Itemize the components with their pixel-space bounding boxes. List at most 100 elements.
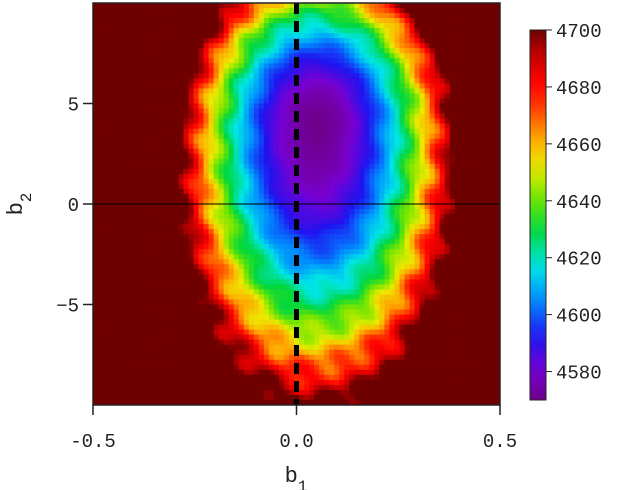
heatmap-cell bbox=[263, 264, 270, 270]
heatmap-cell bbox=[233, 309, 240, 316]
heatmap-cell bbox=[138, 259, 144, 265]
heatmap-cell bbox=[293, 88, 300, 95]
heatmap-cell bbox=[123, 123, 129, 130]
heatmap-cell bbox=[153, 3, 159, 9]
heatmap-cell bbox=[278, 163, 285, 170]
heatmap-cell bbox=[404, 193, 411, 200]
heatmap-cell bbox=[349, 53, 355, 59]
heatmap-cell bbox=[359, 18, 365, 24]
heatmap-cell bbox=[364, 3, 370, 9]
heatmap-cell bbox=[103, 83, 109, 90]
heatmap-cell bbox=[208, 188, 215, 195]
heatmap-cell bbox=[288, 88, 295, 95]
heatmap-cell bbox=[258, 173, 265, 180]
heatmap-cell bbox=[228, 153, 235, 160]
heatmap-cell bbox=[173, 113, 180, 120]
heatmap-cell bbox=[193, 224, 200, 230]
heatmap-cell bbox=[429, 204, 436, 210]
heatmap-cell bbox=[133, 48, 139, 54]
heatmap-cell bbox=[414, 18, 421, 24]
heatmap-cell bbox=[243, 204, 250, 210]
heatmap-cell bbox=[494, 274, 500, 280]
heatmap-cell bbox=[193, 93, 200, 100]
heatmap-cell bbox=[384, 68, 391, 74]
heatmap-cell bbox=[469, 158, 476, 165]
heatmap-cell bbox=[158, 38, 164, 44]
heatmap-cell bbox=[344, 264, 350, 270]
heatmap-cell bbox=[138, 58, 144, 64]
heatmap-cell bbox=[198, 163, 205, 170]
heatmap-cell bbox=[454, 188, 461, 195]
heatmap-cell bbox=[203, 198, 210, 205]
heatmap-cell bbox=[484, 198, 491, 205]
heatmap-cell bbox=[188, 224, 195, 230]
heatmap-cell bbox=[123, 183, 129, 190]
heatmap-cell bbox=[404, 224, 411, 230]
heatmap-cell bbox=[293, 13, 300, 19]
heatmap-cell bbox=[143, 58, 149, 64]
heatmap-cell bbox=[208, 274, 215, 280]
heatmap-cell bbox=[93, 224, 99, 230]
heatmap-cell bbox=[138, 113, 144, 120]
heatmap-cell bbox=[344, 163, 350, 170]
heatmap-cell bbox=[409, 108, 416, 115]
heatmap-cell bbox=[469, 148, 476, 155]
heatmap-cell bbox=[414, 214, 421, 220]
heatmap-cell bbox=[278, 143, 285, 150]
heatmap-cell bbox=[168, 98, 174, 105]
heatmap-cell bbox=[203, 133, 210, 140]
heatmap-cell bbox=[464, 13, 471, 19]
heatmap-cell bbox=[103, 43, 109, 49]
heatmap-cell bbox=[454, 183, 461, 190]
heatmap-cell bbox=[384, 284, 391, 291]
heatmap-cell bbox=[183, 204, 190, 210]
heatmap-cell bbox=[314, 299, 320, 306]
heatmap-cell bbox=[178, 193, 185, 200]
heatmap-cell bbox=[484, 28, 491, 34]
heatmap-cell bbox=[424, 198, 431, 205]
heatmap-cell bbox=[364, 254, 370, 260]
heatmap-cell bbox=[93, 133, 99, 140]
heatmap-cell bbox=[379, 209, 386, 215]
heatmap-cell bbox=[258, 193, 265, 200]
heatmap-cell bbox=[163, 3, 169, 9]
heatmap-cell bbox=[108, 73, 114, 79]
heatmap-cell bbox=[384, 153, 391, 160]
heatmap-cell bbox=[299, 254, 305, 260]
heatmap-cell bbox=[168, 209, 174, 215]
heatmap-cell bbox=[349, 209, 355, 215]
heatmap-cell bbox=[133, 254, 139, 260]
heatmap-cell bbox=[469, 289, 476, 296]
heatmap-cell bbox=[278, 148, 285, 155]
heatmap-cell bbox=[384, 133, 391, 140]
heatmap-cell bbox=[98, 53, 104, 59]
heatmap-cell bbox=[168, 43, 174, 49]
heatmap-cell bbox=[364, 23, 370, 29]
heatmap-cell bbox=[128, 93, 134, 100]
heatmap-cell bbox=[494, 28, 500, 34]
heatmap-cell bbox=[474, 68, 481, 74]
heatmap-cell bbox=[168, 58, 174, 64]
heatmap-cell bbox=[369, 38, 375, 44]
heatmap-cell bbox=[218, 123, 225, 130]
heatmap-cell bbox=[268, 304, 275, 311]
heatmap-cell bbox=[193, 294, 200, 301]
heatmap-cell bbox=[474, 274, 481, 280]
heatmap-cell bbox=[183, 98, 190, 105]
heatmap-cell bbox=[218, 88, 225, 95]
heatmap-cell bbox=[293, 173, 300, 180]
heatmap-cell bbox=[409, 193, 416, 200]
heatmap-cell bbox=[479, 244, 486, 250]
heatmap-cell bbox=[183, 193, 190, 200]
heatmap-cell bbox=[258, 108, 265, 115]
heatmap-cell bbox=[444, 264, 451, 270]
heatmap-cell bbox=[299, 13, 305, 19]
heatmap-cell bbox=[113, 234, 119, 240]
heatmap-cell bbox=[334, 254, 340, 260]
heatmap-cell bbox=[444, 8, 451, 14]
heatmap-cell bbox=[173, 264, 180, 270]
heatmap-cell bbox=[178, 118, 185, 125]
heatmap-cell bbox=[414, 43, 421, 49]
heatmap-cell bbox=[243, 304, 250, 311]
heatmap-cell bbox=[359, 13, 365, 19]
